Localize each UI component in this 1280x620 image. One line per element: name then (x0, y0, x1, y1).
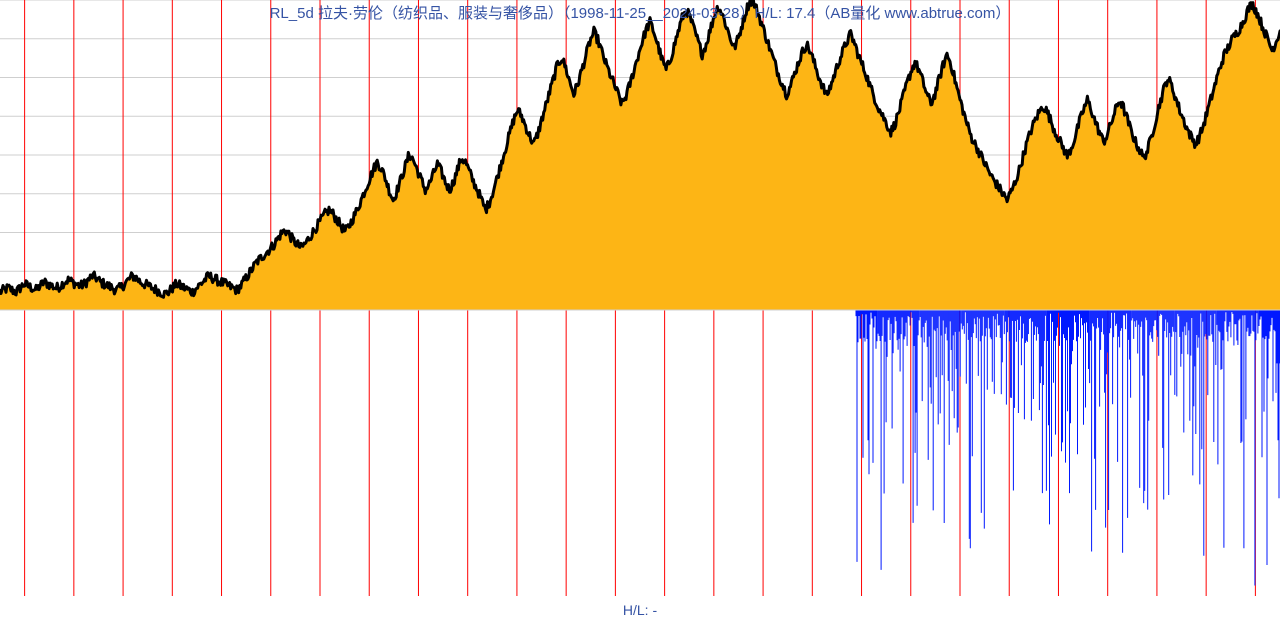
chart-svg (0, 0, 1280, 620)
chart-container: { "title": "RL_5d 拉夫·劳伦（纺织品、服装与奢侈品）（1998… (0, 0, 1280, 620)
